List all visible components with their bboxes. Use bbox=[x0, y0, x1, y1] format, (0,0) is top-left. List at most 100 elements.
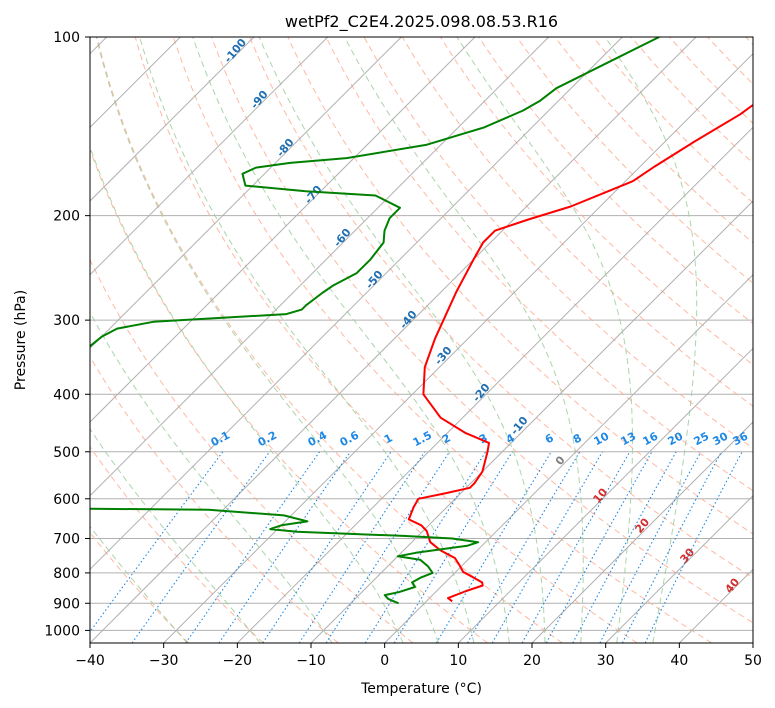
x-tick-label: 0 bbox=[380, 653, 389, 669]
dry-adiabat bbox=[90, 445, 264, 643]
moist-adiabats bbox=[90, 37, 698, 643]
moist-adiabat bbox=[604, 37, 698, 643]
y-tick-label: 1000 bbox=[44, 623, 80, 639]
dry-adiabat bbox=[554, 37, 753, 244]
mixing-ratio-line bbox=[521, 451, 631, 643]
mixing-ratio-line bbox=[435, 451, 552, 643]
dry-adiabat bbox=[172, 37, 712, 643]
isotherm-line bbox=[531, 421, 753, 643]
mixing-ratio-label: 13 bbox=[619, 430, 639, 449]
moist-adiabat-label: -60 bbox=[331, 226, 354, 250]
dry-adiabat bbox=[287, 37, 753, 535]
plot-area: 0.1 0.2 0.4 0.6 1 1.5 2 3 4 6 8 10 13 16 20 25 30 36-100-… bbox=[90, 36, 753, 643]
x-tick-label: 20 bbox=[523, 653, 541, 669]
moist-adiabat bbox=[90, 145, 404, 643]
grid-layer bbox=[90, 37, 753, 631]
dry-adiabat bbox=[516, 37, 753, 284]
dry-adiabat bbox=[96, 37, 563, 643]
mixing-ratio-label: 30 bbox=[711, 429, 731, 448]
y-tick-label: 700 bbox=[53, 532, 80, 548]
moist-adiabat-label: 10 bbox=[590, 485, 610, 505]
mixing-ratio-label: 0.1 bbox=[209, 429, 232, 450]
dry-adiabat bbox=[134, 37, 638, 643]
isotherm-line bbox=[236, 126, 753, 643]
mixing-ratio-line bbox=[467, 451, 581, 643]
x-tick-label: 10 bbox=[449, 653, 467, 669]
isotherm-line bbox=[605, 494, 753, 643]
mixing-ratio-label: 0.2 bbox=[256, 429, 279, 450]
mixing-ratio-line bbox=[218, 451, 351, 643]
isotherm-line bbox=[90, 37, 402, 350]
isotherm-line bbox=[90, 37, 255, 202]
mixing-ratio-label: 2 bbox=[440, 431, 453, 446]
chart-title: wetPf2_C2E4.2025.098.08.53.R16 bbox=[285, 12, 558, 32]
moist-adiabat bbox=[258, 37, 546, 643]
dry-adiabat bbox=[249, 37, 753, 579]
y-tick-label: 200 bbox=[53, 209, 80, 225]
isotherm-line bbox=[90, 37, 623, 571]
y-tick-label: 100 bbox=[53, 30, 80, 46]
y-tick-label: 500 bbox=[53, 445, 80, 461]
moist-adiabat-label: -100 bbox=[221, 36, 249, 66]
isotherm-line bbox=[90, 37, 329, 276]
y-axis: 100 200 300 400 500 600 700 800 900 1000 bbox=[44, 30, 90, 639]
x-tick-label: −40 bbox=[75, 653, 105, 669]
mixing-ratio-line bbox=[262, 451, 392, 643]
dry-adiabat bbox=[325, 37, 753, 492]
isotherm-line bbox=[457, 347, 753, 643]
dry-adiabat bbox=[745, 37, 753, 46]
mixing-ratio-line bbox=[572, 451, 677, 643]
mixing-ratio-label: 8 bbox=[571, 431, 584, 446]
mixing-ratio-label: 16 bbox=[641, 429, 661, 448]
y-tick-label: 800 bbox=[53, 566, 80, 582]
moist-adiabat-label: 30 bbox=[677, 545, 697, 565]
moist-adiabat-label: -70 bbox=[302, 183, 325, 207]
isotherm-line bbox=[384, 273, 753, 643]
moist-adiabat-label: -30 bbox=[432, 344, 455, 368]
y-tick-label: 400 bbox=[53, 387, 80, 403]
isotherm-line bbox=[90, 37, 697, 643]
isotherm-line bbox=[310, 200, 753, 643]
mixing-ratio-label: 20 bbox=[666, 429, 686, 448]
moist-adiabat bbox=[95, 37, 439, 643]
moist-adiabat-label: -90 bbox=[248, 88, 271, 112]
y-axis-label: Pressure (hPa) bbox=[13, 290, 29, 390]
dry-adiabat bbox=[439, 37, 753, 366]
moist-adiabat bbox=[344, 37, 584, 643]
x-tick-label: 30 bbox=[597, 653, 615, 669]
moist-adiabat-label: 20 bbox=[632, 515, 652, 535]
moist-adiabat bbox=[90, 525, 188, 643]
moist-adiabat bbox=[90, 311, 333, 643]
mixing-ratio-label: 0.6 bbox=[338, 428, 362, 449]
isopleth-labels: 0.1 0.2 0.4 0.6 1 1.5 2 3 4 6 8 10 13 16 20 25 30 36-100-… bbox=[209, 36, 751, 596]
dry-adiabat bbox=[211, 37, 753, 624]
isotherm-line bbox=[90, 37, 476, 423]
mixing-ratio-line bbox=[364, 451, 487, 643]
mixing-ratio-lines bbox=[90, 451, 743, 643]
x-tick-label: −20 bbox=[223, 653, 253, 669]
mixing-ratio-line bbox=[185, 451, 321, 643]
dry-adiabat bbox=[90, 355, 339, 643]
mixing-ratio-line bbox=[298, 451, 426, 643]
y-tick-label: 300 bbox=[53, 313, 80, 329]
moist-adiabat-label: -80 bbox=[274, 136, 297, 160]
moist-adiabat-label: 0 bbox=[553, 453, 568, 467]
temperature-profile bbox=[407, 103, 753, 603]
moist-adiabat bbox=[90, 428, 261, 643]
x-tick-label: −30 bbox=[149, 653, 179, 669]
mixing-ratio-line bbox=[545, 451, 653, 643]
mixing-ratio-label: 0.4 bbox=[306, 428, 330, 449]
y-tick-label: 900 bbox=[53, 596, 80, 612]
x-tick-label: 40 bbox=[670, 653, 688, 669]
x-axis: −40 −30 −20 −10 0 10 20 30 40 50 bbox=[75, 643, 762, 669]
mixing-ratio-line bbox=[644, 451, 743, 643]
mixing-ratio-label: 25 bbox=[692, 430, 712, 449]
x-tick-label: −10 bbox=[296, 653, 326, 669]
x-axis-label: Temperature (°C) bbox=[360, 681, 482, 697]
isotherm-line bbox=[752, 642, 753, 643]
moist-adiabat bbox=[139, 37, 475, 643]
moist-adiabat-label: -50 bbox=[363, 268, 386, 292]
dewpoint-profile bbox=[90, 37, 660, 605]
mixing-ratio-line bbox=[90, 451, 224, 633]
